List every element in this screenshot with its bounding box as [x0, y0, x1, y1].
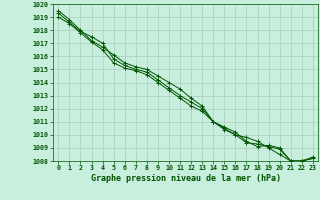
X-axis label: Graphe pression niveau de la mer (hPa): Graphe pression niveau de la mer (hPa) [91, 174, 281, 183]
